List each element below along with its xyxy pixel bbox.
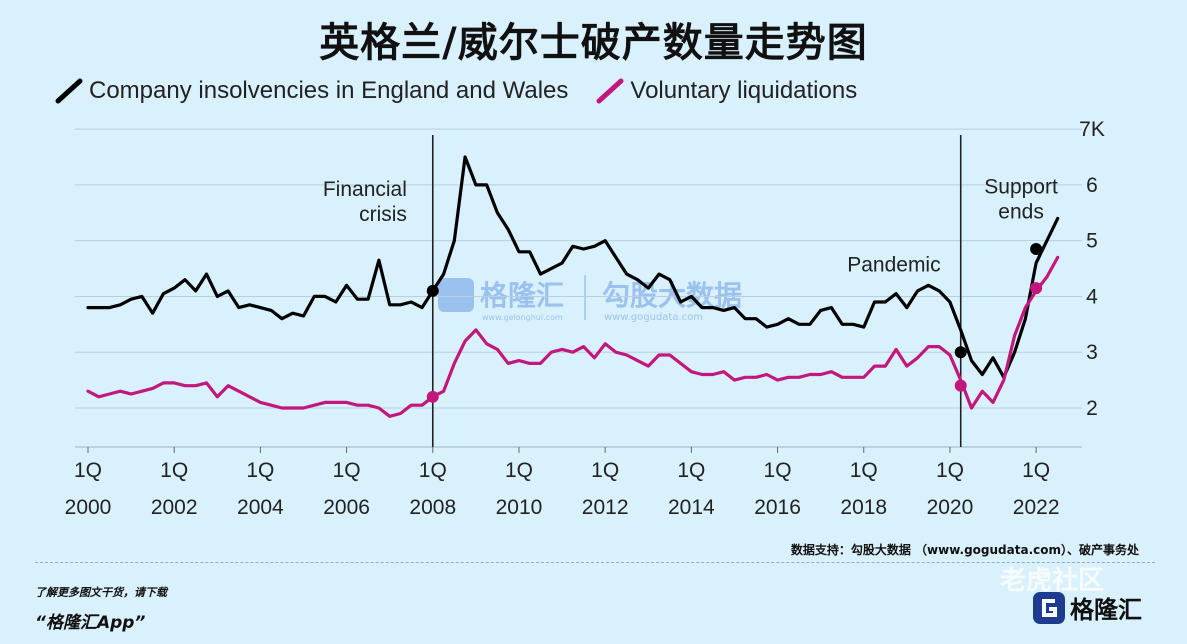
series-layer	[86, 155, 1060, 418]
x-tick-quarter: 1Q	[160, 459, 188, 482]
x-tick-quarter: 1Q	[246, 459, 274, 482]
chart-title: 英格兰/威尔士破产数量走势图	[319, 20, 868, 66]
marker-insolvencies	[954, 346, 967, 359]
logo-icon	[1033, 591, 1065, 624]
watermark: 格隆汇 www.gelonghui.com 勾股大数据 www.gogudata…	[438, 275, 742, 323]
y-tick-label: 3	[1086, 341, 1098, 364]
y-tick-label: 5	[1086, 230, 1098, 253]
y-tick-label: 6	[1086, 174, 1098, 197]
annotation-label: Support	[984, 175, 1058, 198]
annotation-label: crisis	[359, 203, 407, 226]
x-axis-ticks: 1Q 2000 1Q 2002 1Q 2004 1Q 2006 1Q 2008 1Q 2010 1Q 20…	[65, 447, 1060, 519]
legend-label-liquidations: Voluntary liquidations	[630, 77, 858, 104]
marker-liquidations	[954, 379, 967, 392]
x-tick-quarter: 1Q	[505, 459, 533, 482]
x-tick-year: 2014	[668, 496, 715, 519]
x-tick-year: 2018	[840, 496, 887, 519]
brand-logo: 格隆汇	[1032, 590, 1142, 625]
x-tick-year: 2008	[409, 496, 456, 519]
x-tick-quarter: 1Q	[936, 459, 964, 482]
x-tick-quarter: 1Q	[1022, 459, 1050, 482]
annotation-label: Pandemic	[847, 253, 940, 276]
x-tick-year: 2006	[323, 496, 370, 519]
annotation-label: ends	[998, 200, 1044, 223]
footer-divider	[35, 562, 1155, 563]
x-tick-quarter: 1Q	[333, 459, 361, 482]
corner-watermark: 老虎社区	[1000, 566, 1105, 596]
logo-text: 格隆汇	[1070, 596, 1142, 624]
marker-insolvencies	[1030, 243, 1043, 256]
watermark-brand: 格隆汇	[480, 279, 564, 312]
x-tick-year: 2010	[496, 496, 543, 519]
y-tick-label: 4	[1086, 285, 1098, 308]
legend-item-liquidations: Voluntary liquidations	[596, 76, 857, 106]
watermark-logo-icon	[438, 278, 474, 312]
watermark-site: www.gelonghui.com	[482, 313, 563, 322]
x-tick-year: 2020	[927, 496, 974, 519]
gridlines	[75, 128, 1082, 448]
x-tick-quarter: 1Q	[677, 459, 705, 482]
legend-swatch-insolvencies	[55, 78, 83, 104]
legend: Company insolvencies in England and Wale…	[55, 74, 885, 108]
watermark-partner-site: www.gogudata.com	[604, 312, 703, 323]
legend-item-insolvencies: Company insolvencies in England and Wale…	[55, 76, 568, 106]
y-tick-label: 2	[1086, 397, 1098, 420]
marker-liquidations	[1030, 282, 1043, 295]
series-line-liquidations	[86, 255, 1060, 418]
x-tick-year: 2012	[582, 496, 629, 519]
x-tick-year: 2002	[151, 496, 198, 519]
promo-app-name: “格隆汇App”	[35, 613, 146, 633]
x-tick-quarter: 1Q	[850, 459, 878, 482]
y-tick-label: 7K	[1079, 118, 1105, 141]
x-tick-year: 2016	[754, 496, 801, 519]
x-tick-quarter: 1Q	[74, 459, 102, 482]
x-tick-year: 2000	[65, 496, 112, 519]
x-tick-quarter: 1Q	[764, 459, 792, 482]
marker-liquidations	[426, 390, 439, 403]
legend-swatch-liquidations	[596, 78, 624, 104]
x-tick-quarter: 1Q	[591, 459, 619, 482]
y-axis-ticks: 2 3 4 5 6 7K	[1079, 118, 1105, 420]
legend-label-insolvencies: Company insolvencies in England and Wale…	[89, 77, 569, 104]
annotation-label: Financial	[323, 178, 407, 201]
source-note: 数据支持：勾股大数据 （www.gogudata.com）、破产事务处	[790, 543, 1139, 557]
x-tick-year: 2004	[237, 496, 284, 519]
series-line-insolvencies	[86, 155, 1060, 379]
x-tick-year: 2022	[1013, 496, 1060, 519]
marker-insolvencies	[426, 284, 439, 297]
x-tick-quarter: 1Q	[419, 459, 447, 482]
markers	[426, 243, 1043, 403]
line-chart: 格隆汇 www.gelonghui.com 勾股大数据 www.gogudata…	[65, 118, 1105, 519]
promo-text: 了解更多图文干货，请下载	[35, 586, 167, 599]
